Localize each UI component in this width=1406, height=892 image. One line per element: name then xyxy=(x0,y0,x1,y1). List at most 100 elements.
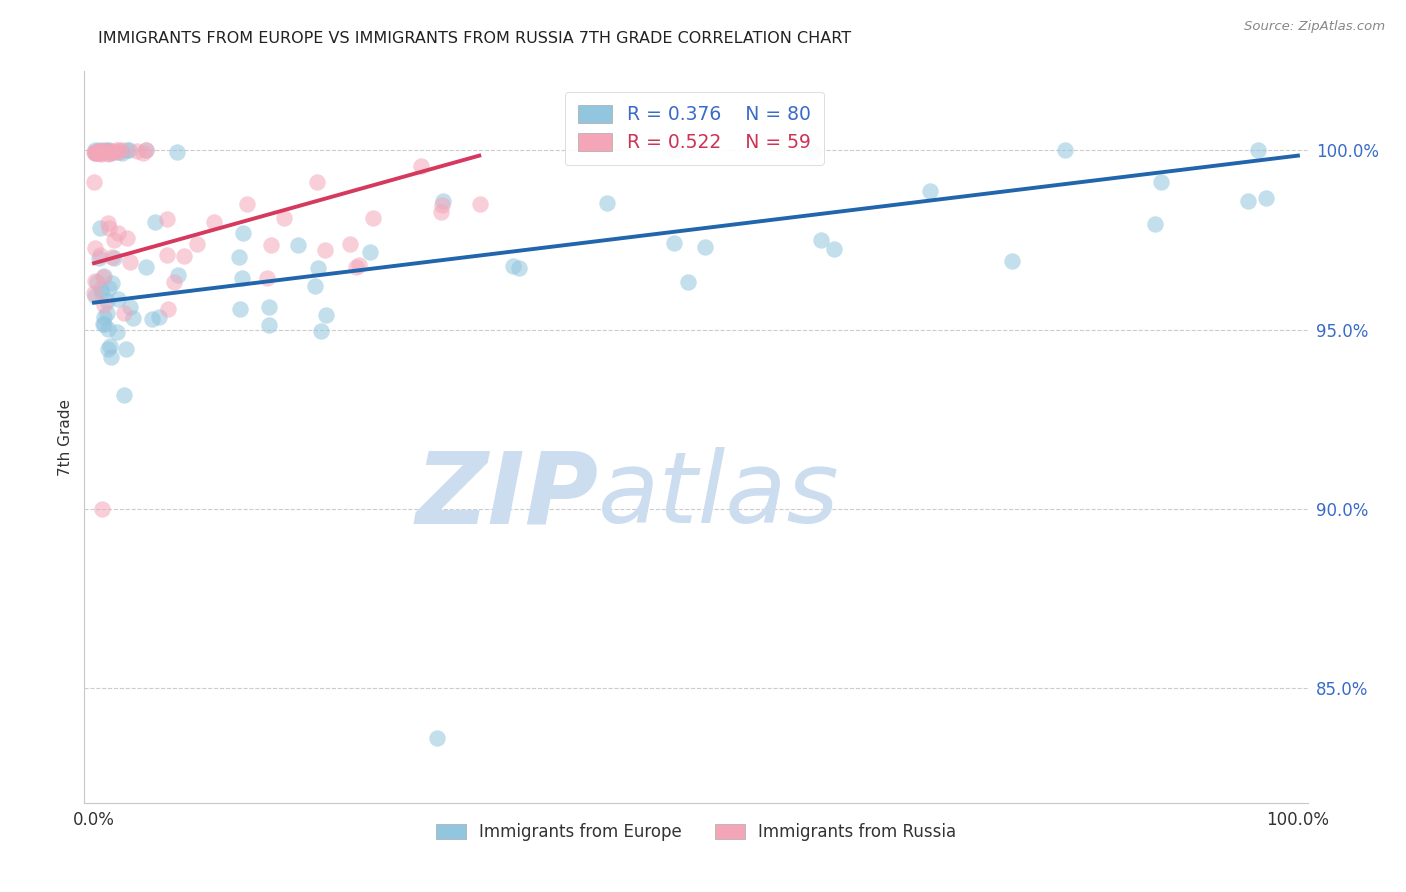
Point xyxy=(84,143,107,157)
Point xyxy=(257,301,280,315)
Point xyxy=(84,274,107,288)
Point xyxy=(91,501,114,516)
Point xyxy=(103,233,125,247)
Point xyxy=(111,146,134,161)
Point xyxy=(97,322,120,336)
Point xyxy=(114,342,136,356)
Point xyxy=(89,145,111,159)
Point xyxy=(104,145,127,159)
Point xyxy=(83,175,105,189)
Point xyxy=(105,325,128,339)
Point xyxy=(101,250,124,264)
Point xyxy=(409,159,432,173)
Point xyxy=(89,221,111,235)
Point xyxy=(98,143,121,157)
Point xyxy=(112,388,135,402)
Point xyxy=(97,216,120,230)
Point xyxy=(257,318,280,332)
Point xyxy=(93,270,115,285)
Point xyxy=(156,247,179,261)
Point xyxy=(232,226,254,240)
Point xyxy=(148,310,170,324)
Point xyxy=(120,300,142,314)
Point xyxy=(309,324,332,338)
Point xyxy=(100,145,122,160)
Point xyxy=(1143,217,1166,231)
Point xyxy=(86,275,108,289)
Point xyxy=(107,226,129,240)
Text: Source: ZipAtlas.com: Source: ZipAtlas.com xyxy=(1244,20,1385,33)
Point xyxy=(1053,143,1076,157)
Point xyxy=(173,249,195,263)
Point xyxy=(83,145,105,160)
Point xyxy=(344,260,367,274)
Point xyxy=(122,310,145,325)
Point xyxy=(91,143,114,157)
Point xyxy=(1256,191,1278,205)
Text: atlas: atlas xyxy=(598,447,839,544)
Point xyxy=(287,238,309,252)
Point xyxy=(96,306,118,320)
Point xyxy=(676,275,699,289)
Point xyxy=(186,236,208,251)
Point xyxy=(273,211,295,225)
Point xyxy=(84,241,107,255)
Point xyxy=(93,317,115,331)
Point xyxy=(361,211,384,226)
Point xyxy=(112,306,135,320)
Point xyxy=(86,146,108,161)
Point xyxy=(801,145,824,160)
Point xyxy=(98,339,121,353)
Point xyxy=(315,308,337,322)
Point xyxy=(135,260,157,274)
Point xyxy=(1001,253,1024,268)
Y-axis label: 7th Grade: 7th Grade xyxy=(58,399,73,475)
Point xyxy=(101,145,124,160)
Point xyxy=(93,317,115,331)
Point xyxy=(83,285,105,300)
Text: IMMIGRANTS FROM EUROPE VS IMMIGRANTS FROM RUSSIA 7TH GRADE CORRELATION CHART: IMMIGRANTS FROM EUROPE VS IMMIGRANTS FRO… xyxy=(98,31,852,46)
Point xyxy=(307,260,329,275)
Point xyxy=(91,285,114,300)
Point xyxy=(202,215,225,229)
Point xyxy=(141,312,163,326)
Point xyxy=(229,301,252,316)
Point xyxy=(107,145,129,159)
Point xyxy=(89,144,111,158)
Point xyxy=(426,731,449,746)
Point xyxy=(96,294,118,309)
Point xyxy=(430,198,453,212)
Point xyxy=(823,242,845,256)
Point xyxy=(93,144,115,158)
Point xyxy=(83,145,105,160)
Point xyxy=(111,143,134,157)
Point xyxy=(810,233,832,247)
Point xyxy=(100,144,122,158)
Point xyxy=(87,145,110,160)
Point xyxy=(90,146,112,161)
Point xyxy=(90,281,112,295)
Point xyxy=(90,146,112,161)
Point xyxy=(89,248,111,262)
Point xyxy=(93,298,115,312)
Point xyxy=(508,261,530,276)
Point xyxy=(231,270,253,285)
Text: ZIP: ZIP xyxy=(415,447,598,544)
Point xyxy=(347,258,370,272)
Point xyxy=(468,197,491,211)
Point xyxy=(97,145,120,160)
Point xyxy=(135,144,157,158)
Point xyxy=(155,212,177,227)
Point xyxy=(118,144,141,158)
Point xyxy=(1247,143,1270,157)
Point xyxy=(157,302,180,317)
Point xyxy=(83,146,105,161)
Point xyxy=(256,271,278,285)
Point xyxy=(167,268,190,282)
Point xyxy=(96,143,118,157)
Point xyxy=(97,146,120,161)
Point xyxy=(662,143,685,157)
Point xyxy=(103,251,125,265)
Point xyxy=(120,255,142,269)
Point xyxy=(339,237,361,252)
